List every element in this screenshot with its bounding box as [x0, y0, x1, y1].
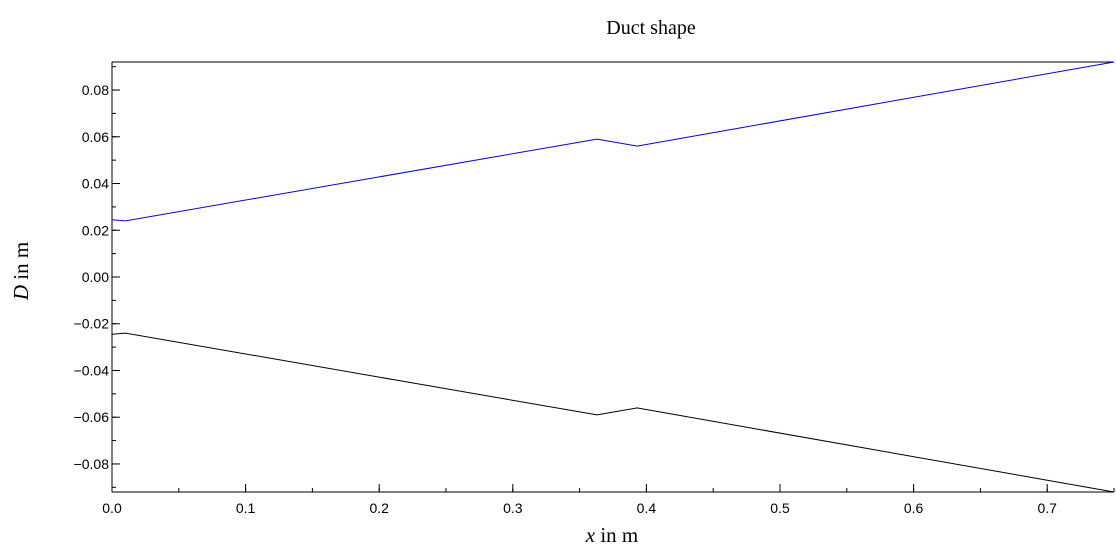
- x-tick-label: 0.3: [503, 500, 523, 516]
- x-tick-label: 0.6: [904, 500, 924, 516]
- y-tick-label: −0.06: [74, 409, 110, 425]
- x-tick-label: 0.1: [236, 500, 256, 516]
- upper-wall-line: [111, 61, 1115, 222]
- x-tick-label: 0.2: [369, 500, 389, 516]
- x-tick-label: 0.5: [770, 500, 790, 516]
- x-axis-label-symbol: x: [585, 523, 596, 547]
- y-axis-label-unit: in m: [9, 242, 33, 285]
- y-tick-label: 0.06: [82, 129, 109, 145]
- y-tick-label: −0.04: [74, 362, 110, 378]
- chart-title: Duct shape: [606, 17, 696, 39]
- y-tick-label: 0.08: [82, 82, 109, 98]
- y-axis-label: D in m: [9, 242, 33, 301]
- y-tick-label: −0.08: [74, 456, 110, 472]
- plot-area: 0.0 0.1 0.2 0.3 0.4 0.5 0.6 0.7 0.08 0.06 0.04 0.02…: [74, 61, 1115, 516]
- y-tick-label: 0.04: [82, 176, 109, 192]
- lower-wall-line: [111, 332, 1115, 493]
- y-tick-label: 0.02: [82, 222, 109, 238]
- x-tick-label: 0.0: [102, 500, 122, 516]
- x-axis-label: x in m: [585, 523, 639, 547]
- x-axis-label-unit: in m: [595, 523, 638, 547]
- x-tick-label: 0.7: [1037, 500, 1057, 516]
- x-tick-label: 0.4: [637, 500, 657, 516]
- y-axis-label-symbol: D: [9, 285, 33, 301]
- y-tick-label: −0.02: [74, 316, 110, 332]
- y-tick-label: 0.00: [82, 269, 109, 285]
